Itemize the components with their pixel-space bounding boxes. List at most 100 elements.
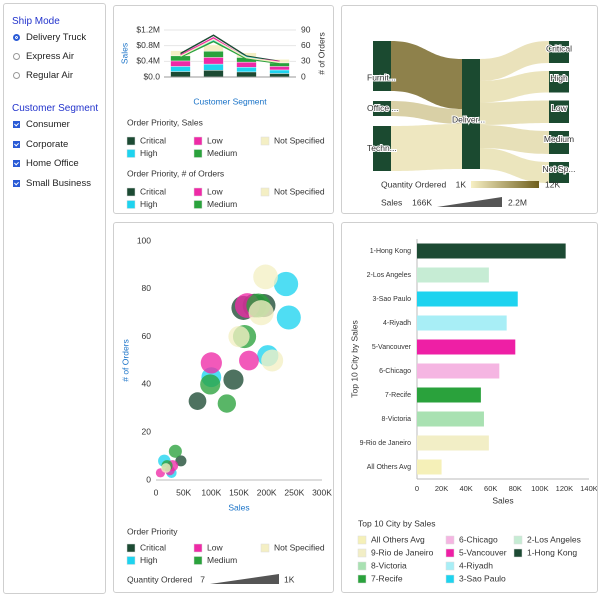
filter-option[interactable]: Consumer: [13, 119, 70, 130]
filter-title: Customer Segment: [12, 103, 99, 114]
y-tick-label: 2-Los Angeles: [367, 272, 412, 279]
filter-option[interactable]: Express Air: [13, 51, 74, 62]
node-label: Techn...: [367, 143, 397, 153]
radio-button[interactable]: [13, 53, 20, 60]
radio-button[interactable]: [13, 72, 20, 79]
bar: [417, 243, 566, 259]
sankey-panel: Furnit... Office ... Techn... Critical High L…: [341, 5, 598, 214]
option-label[interactable]: Delivery Truck: [26, 32, 87, 43]
radio-button[interactable]: [13, 34, 20, 41]
y2-tick-label: 0: [301, 71, 306, 81]
filter-panel: Ship Mode Delivery Truck Express Air Regul…: [3, 3, 106, 594]
legend-swatch: [193, 556, 203, 565]
legend-label: 4-Riyadh: [459, 560, 493, 570]
sankey-node: [549, 71, 569, 93]
legend-swatch: [126, 556, 136, 565]
legend-swatch: [357, 561, 367, 571]
checkbox[interactable]: [13, 160, 20, 167]
node-label: Office ...: [367, 103, 399, 113]
y-tick-label: 5-Vancouver: [372, 344, 412, 351]
legend-swatch: [357, 548, 367, 558]
bar: [417, 459, 442, 475]
node-label: Not Sp...: [542, 164, 575, 174]
sankey-node: [373, 126, 391, 171]
legend-label: 3-Sao Paulo: [459, 573, 506, 583]
scatter-chart: 0 20 40 60 80 100 0 50K 100K 150K 200K 250K 300K Sale…: [120, 235, 332, 584]
legend-label: High: [140, 199, 158, 209]
option-label[interactable]: Regular Air: [26, 70, 73, 81]
bar-segment: [269, 66, 290, 71]
sankey-node: [549, 131, 569, 154]
x-tick-label: 100K: [201, 487, 221, 497]
sankey-link: [391, 41, 462, 109]
bubble: [228, 325, 250, 348]
bar-segment: [269, 69, 290, 74]
filter-option[interactable]: Home Office: [13, 158, 79, 169]
legend-swatch: [193, 543, 203, 553]
y-tick-label: 3-Sao Paulo: [372, 296, 411, 303]
bubble: [253, 264, 278, 290]
sankey-node: [549, 162, 569, 183]
checkbox[interactable]: [13, 179, 20, 187]
legend-title: Quantity Ordered: [127, 574, 192, 584]
y-tick-label: $0.0: [143, 71, 160, 81]
x-tick-label: 150K: [229, 487, 249, 497]
sankey-node: [373, 41, 391, 91]
bubble: [200, 352, 222, 374]
filter-option[interactable]: Delivery Truck: [13, 32, 86, 43]
legend-title: Order Priority, Sales: [127, 117, 203, 127]
checkbox[interactable]: [13, 140, 20, 148]
option-label[interactable]: Small Business: [26, 177, 91, 189]
y-tick-label: 6-Chicago: [379, 368, 411, 375]
bubble: [188, 392, 207, 410]
node-label: Critical: [546, 43, 572, 53]
bar-segment: [203, 57, 224, 65]
legend-swatch: [193, 187, 203, 197]
legend-swatch: [445, 548, 455, 558]
bubble: [261, 349, 284, 372]
y-tick-label: 8-Victoria: [382, 416, 412, 423]
bubble: [223, 369, 244, 390]
legend-swatch: [260, 543, 270, 553]
sankey-link: [480, 148, 549, 183]
bar-panel: 0 20K 40K 60K 80K 100K 120K 140K 1-Hong Kong 2-Lo…: [341, 222, 598, 593]
bar-segment: [170, 71, 191, 78]
legend-label: Critical: [140, 135, 166, 145]
y2-tick-label: 90: [301, 24, 311, 34]
legend-label: Medium: [207, 148, 237, 158]
legend-swatch: [126, 543, 136, 553]
filter-title: Ship Mode: [12, 16, 60, 27]
legend-swatch: [126, 136, 136, 146]
y-axis-title: # of Orders: [120, 339, 130, 382]
filter-option[interactable]: Regular Air: [13, 70, 73, 81]
option-label[interactable]: Home Office: [26, 158, 79, 169]
checkbox[interactable]: [13, 121, 20, 128]
color-scale: [471, 181, 539, 188]
bar-segment: [170, 60, 191, 67]
legend-label: Not Specified: [274, 542, 325, 552]
legend-label: 7-Recife: [371, 573, 403, 583]
line-series: [180, 38, 280, 64]
y-tick-label: All Others Avg: [367, 464, 411, 471]
bar-segment: [236, 71, 257, 78]
legend-label: 8-Victoria: [371, 560, 407, 570]
bar: [417, 267, 489, 283]
legend-max: 2.2M: [508, 197, 527, 207]
legend-label: Critical: [140, 186, 166, 196]
y-tick-label: 60: [142, 331, 152, 341]
y2-axis-title: # of Orders: [316, 32, 326, 75]
filter-option[interactable]: Small Business: [13, 178, 91, 189]
legend-title: Top 10 City by Sales: [358, 518, 435, 528]
filter-option[interactable]: Corporate: [13, 139, 68, 150]
y-axis-title: Top 10 City by Sales: [349, 320, 359, 397]
y-tick-label: 40: [142, 379, 152, 389]
bar-segment: [203, 44, 224, 52]
size-scale: [437, 197, 502, 207]
option-label[interactable]: Corporate: [26, 138, 69, 150]
option-label[interactable]: Express Air: [26, 51, 75, 62]
legend-max: 1K: [284, 574, 295, 584]
option-label[interactable]: Consumer: [26, 119, 70, 130]
node-label: Deliver...: [452, 114, 485, 124]
